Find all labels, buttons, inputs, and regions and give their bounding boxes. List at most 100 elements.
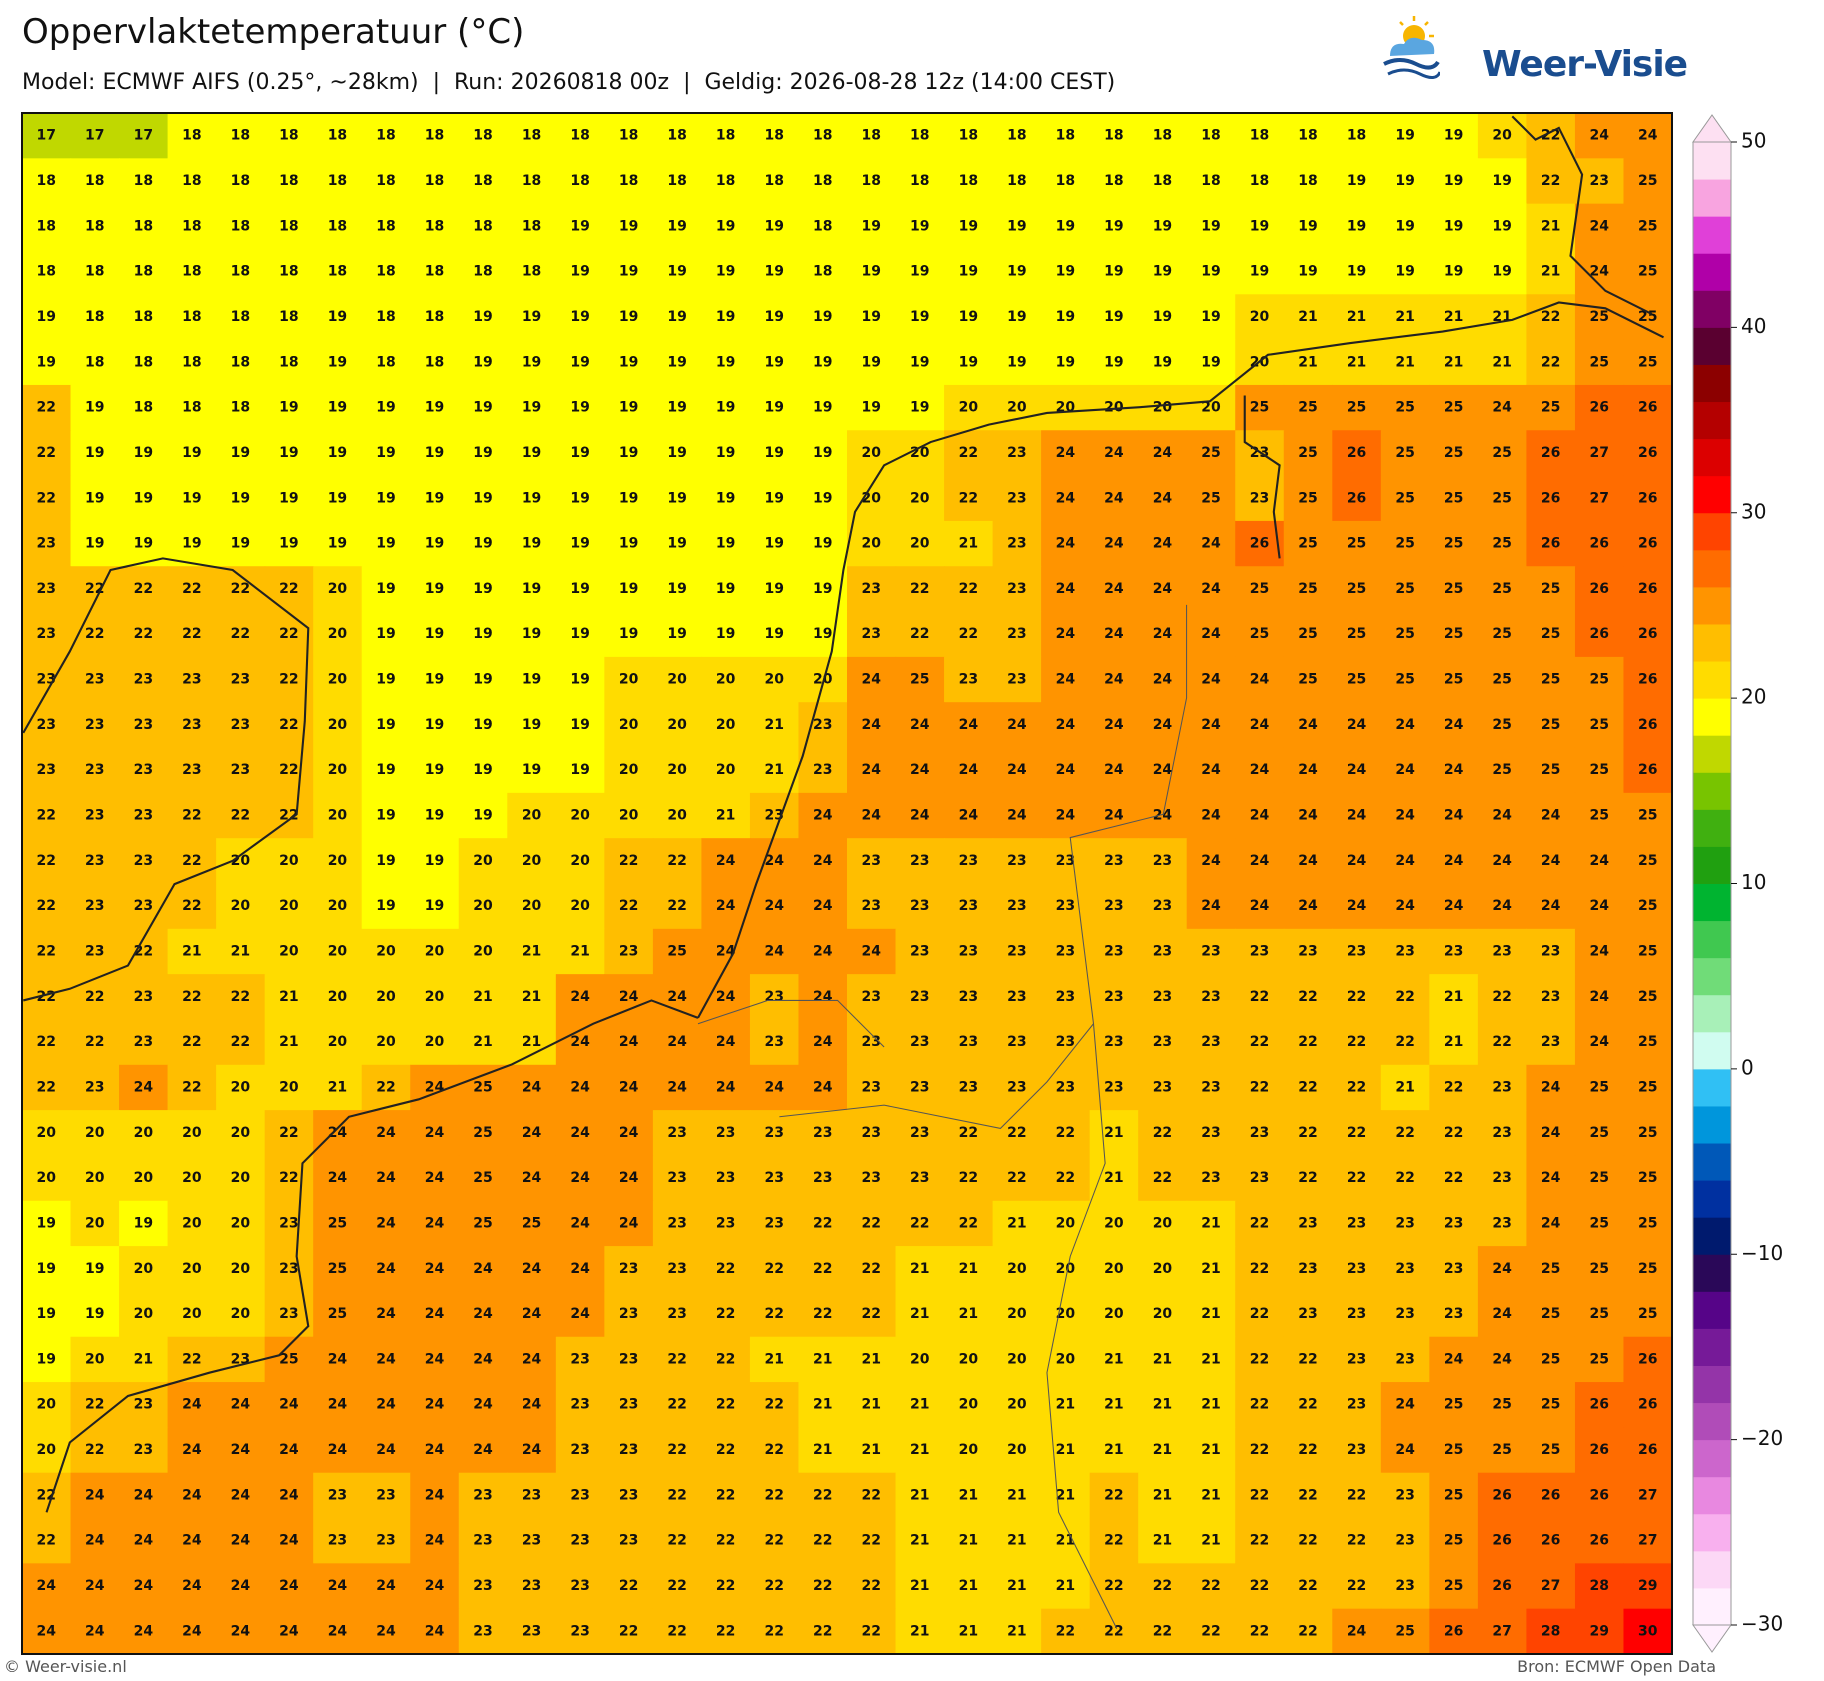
temperature-label: 25 — [1638, 1215, 1657, 1231]
temperature-cell — [1089, 883, 1139, 930]
temperature-label: 23 — [1347, 1351, 1366, 1367]
temperature-label: 23 — [85, 762, 104, 778]
colorbar-band — [1693, 586, 1731, 625]
temperature-label: 19 — [231, 490, 250, 506]
temperature-label: 18 — [279, 128, 298, 144]
temperature-label: 22 — [813, 1487, 832, 1503]
temperature-cell — [313, 838, 363, 885]
temperature-label: 19 — [279, 445, 298, 461]
temperature-cell — [1089, 928, 1139, 975]
temperature-cell — [1138, 1427, 1188, 1474]
temperature-cell — [944, 656, 994, 703]
temperature-cell — [1138, 1064, 1188, 1111]
temperature-cell — [555, 1336, 605, 1383]
temperature-label: 25 — [1298, 490, 1317, 506]
temperature-label: 22 — [959, 1170, 978, 1186]
temperature-label: 19 — [619, 445, 638, 461]
temperature-label: 23 — [1104, 898, 1123, 914]
temperature-label: 23 — [570, 1442, 589, 1458]
temperature-label: 23 — [328, 1487, 347, 1503]
temperature-cell — [361, 1019, 411, 1066]
temperature-label: 20 — [134, 1170, 154, 1186]
temperature-cell — [1186, 1336, 1236, 1383]
temperature-label: 22 — [1492, 989, 1511, 1005]
temperature-cell — [70, 430, 120, 477]
temperature-cell — [1138, 792, 1188, 839]
temperature-cell — [1477, 702, 1528, 749]
temperature-cell — [1477, 1019, 1528, 1066]
temperature-cell — [1041, 520, 1091, 567]
temperature-label: 24 — [1638, 128, 1658, 144]
temperature-label: 23 — [1347, 1215, 1366, 1231]
temperature-cell — [604, 430, 654, 477]
temperature-cell — [1380, 339, 1430, 386]
temperature-label: 20 — [376, 943, 396, 959]
temperature-cell — [1041, 430, 1091, 477]
temperature-label: 23 — [764, 1125, 783, 1141]
temperature-label: 19 — [570, 581, 589, 597]
temperature-label: 24 — [279, 1533, 299, 1549]
temperature-label: 18 — [328, 128, 347, 144]
temperature-label: 21 — [716, 808, 735, 824]
temperature-cell — [798, 974, 848, 1021]
temperature-label: 21 — [473, 989, 492, 1005]
temperature-label: 25 — [1492, 536, 1511, 552]
temperature-cell — [1041, 838, 1091, 885]
temperature-cell — [1041, 656, 1091, 703]
temperature-cell — [507, 158, 557, 205]
temperature-label: 20 — [1007, 1397, 1027, 1413]
temperature-cell — [1332, 838, 1382, 885]
temperature-cell — [798, 1382, 848, 1428]
colorbar-band — [1693, 253, 1731, 291]
temperature-label: 23 — [764, 989, 783, 1005]
temperature-label: 20 — [85, 1125, 105, 1141]
temperature-cell — [70, 747, 120, 794]
temperature-label: 24 — [1298, 717, 1318, 733]
temperature-cell — [749, 928, 800, 975]
temperature-cell — [1526, 113, 1576, 159]
temperature-label: 21 — [1007, 1623, 1026, 1639]
temperature-label: 23 — [1201, 1170, 1220, 1186]
temperature-label: 23 — [862, 898, 881, 914]
temperature-label: 24 — [764, 1079, 784, 1095]
temperature-cell — [1526, 1336, 1576, 1383]
temperature-cell — [1380, 1064, 1430, 1111]
temperature-label: 23 — [376, 1533, 395, 1549]
temperature-cell — [167, 1246, 217, 1293]
temperature-label: 21 — [910, 1578, 929, 1594]
temperature-cell — [1235, 838, 1285, 885]
temperature-cell — [798, 248, 848, 295]
temperature-label: 22 — [813, 1306, 832, 1322]
temperature-label: 24 — [425, 1578, 445, 1594]
temperature-label: 24 — [1541, 853, 1561, 869]
temperature-cell — [604, 113, 654, 159]
temperature-label: 18 — [667, 128, 686, 144]
temperature-label: 24 — [1153, 490, 1173, 506]
temperature-label: 22 — [1298, 1487, 1317, 1503]
temperature-cell — [167, 883, 217, 930]
temperature-cell — [1526, 1427, 1576, 1474]
colorbar-band — [1693, 1254, 1731, 1292]
temperature-cell — [555, 883, 605, 930]
temperature-cell — [749, 702, 800, 749]
temperature-label: 19 — [570, 264, 589, 280]
temperature-cell — [1089, 475, 1139, 522]
temperature-label: 19 — [376, 400, 395, 416]
temperature-cell — [410, 1336, 460, 1383]
temperature-label: 24 — [1201, 762, 1221, 778]
temperature-label: 23 — [1492, 1215, 1511, 1231]
temperature-cell — [1138, 928, 1188, 975]
colorbar-top-arrow — [1692, 114, 1732, 143]
temperature-cell — [701, 1472, 751, 1519]
temperature-label: 24 — [182, 1533, 202, 1549]
temperature-label: 24 — [1153, 672, 1173, 688]
temperature-cell — [1089, 1291, 1139, 1338]
temperature-label: 23 — [522, 1578, 541, 1594]
temperature-cell — [1429, 702, 1479, 749]
temperature-cell — [22, 702, 72, 749]
temperature-label: 25 — [1492, 1442, 1511, 1458]
temperature-cell — [701, 702, 751, 749]
temperature-cell — [313, 792, 363, 839]
temperature-cell — [167, 566, 217, 613]
temperature-cell — [22, 611, 72, 658]
